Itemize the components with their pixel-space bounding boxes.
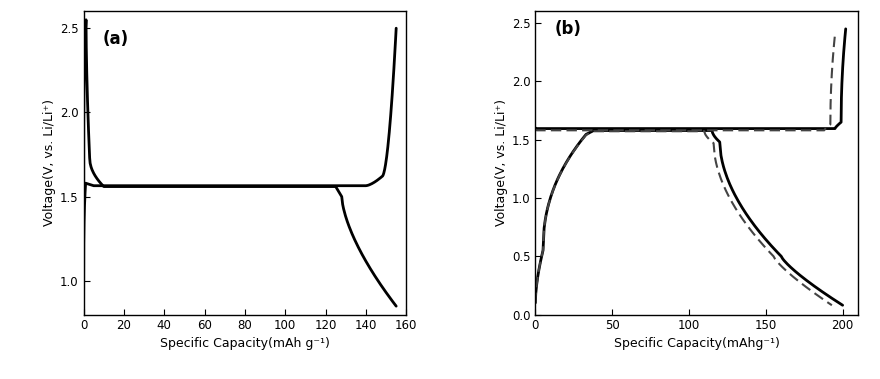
Y-axis label: Voltage(V, vs. Li/Li⁺): Voltage(V, vs. Li/Li⁺) xyxy=(495,99,508,227)
Y-axis label: Voltage(V, vs. Li/Li⁺): Voltage(V, vs. Li/Li⁺) xyxy=(43,99,56,227)
Text: (a): (a) xyxy=(103,30,129,47)
X-axis label: Specific Capacity(mAhg⁻¹): Specific Capacity(mAhg⁻¹) xyxy=(613,337,780,349)
Text: (b): (b) xyxy=(554,20,582,38)
X-axis label: Specific Capacity(mAh g⁻¹): Specific Capacity(mAh g⁻¹) xyxy=(160,337,330,349)
